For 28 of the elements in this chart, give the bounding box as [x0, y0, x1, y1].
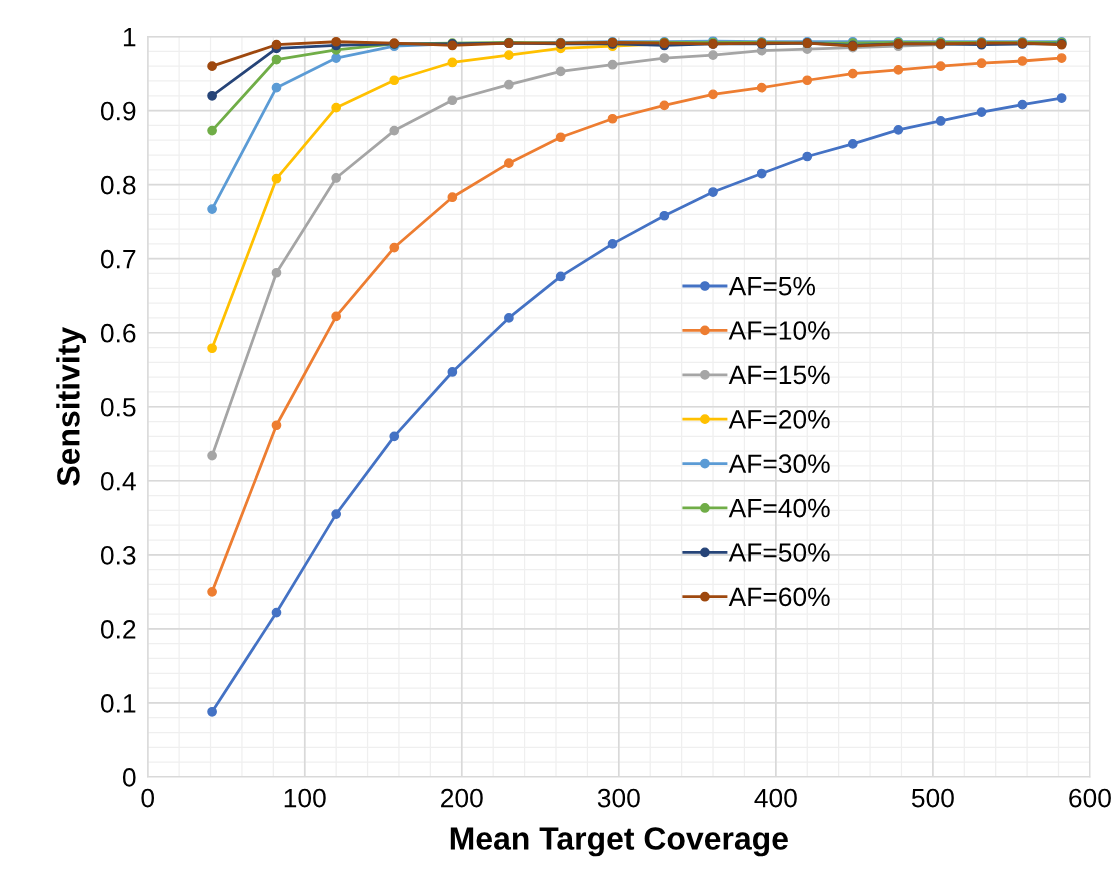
- y-tick-label: 0.5: [100, 397, 136, 417]
- x-tick-label: 600: [1069, 788, 1111, 808]
- legend-label: AF=15%: [728, 365, 830, 385]
- y-axis-title: Sensitivity: [56, 327, 87, 486]
- legend-label: AF=10%: [728, 321, 830, 340]
- legend-label: AF=60%: [728, 587, 830, 607]
- y-tick-label: 0.9: [100, 101, 136, 121]
- x-tick-label: 200: [441, 788, 483, 808]
- y-tick-label: 0: [122, 768, 136, 787]
- x-tick-label: 300: [597, 788, 640, 808]
- legend-label: AF=50%: [728, 543, 830, 562]
- x-axis-title: Mean Target Coverage: [450, 827, 788, 857]
- x-tick-label: 500: [911, 788, 954, 808]
- legend-label: AF=20%: [728, 409, 830, 429]
- legend-label: AF=30%: [728, 454, 830, 474]
- x-tick-label: 100: [284, 788, 326, 808]
- y-tick-label: 0.4: [100, 471, 136, 491]
- x-tick-label: 400: [754, 788, 797, 808]
- y-tick-label: 0.3: [100, 545, 136, 565]
- y-tick-label: 0.7: [100, 249, 136, 269]
- legend-label: AF=5%: [728, 276, 815, 296]
- y-tick-label: 1: [123, 27, 136, 47]
- y-tick-label: 0.2: [100, 619, 136, 639]
- x-tick-label: 0: [141, 788, 155, 808]
- y-tick-label: 0.1: [100, 694, 136, 713]
- legend-label: AF=40%: [728, 498, 830, 518]
- y-tick-label: 0.6: [100, 323, 136, 343]
- y-tick-label: 0.8: [100, 175, 136, 195]
